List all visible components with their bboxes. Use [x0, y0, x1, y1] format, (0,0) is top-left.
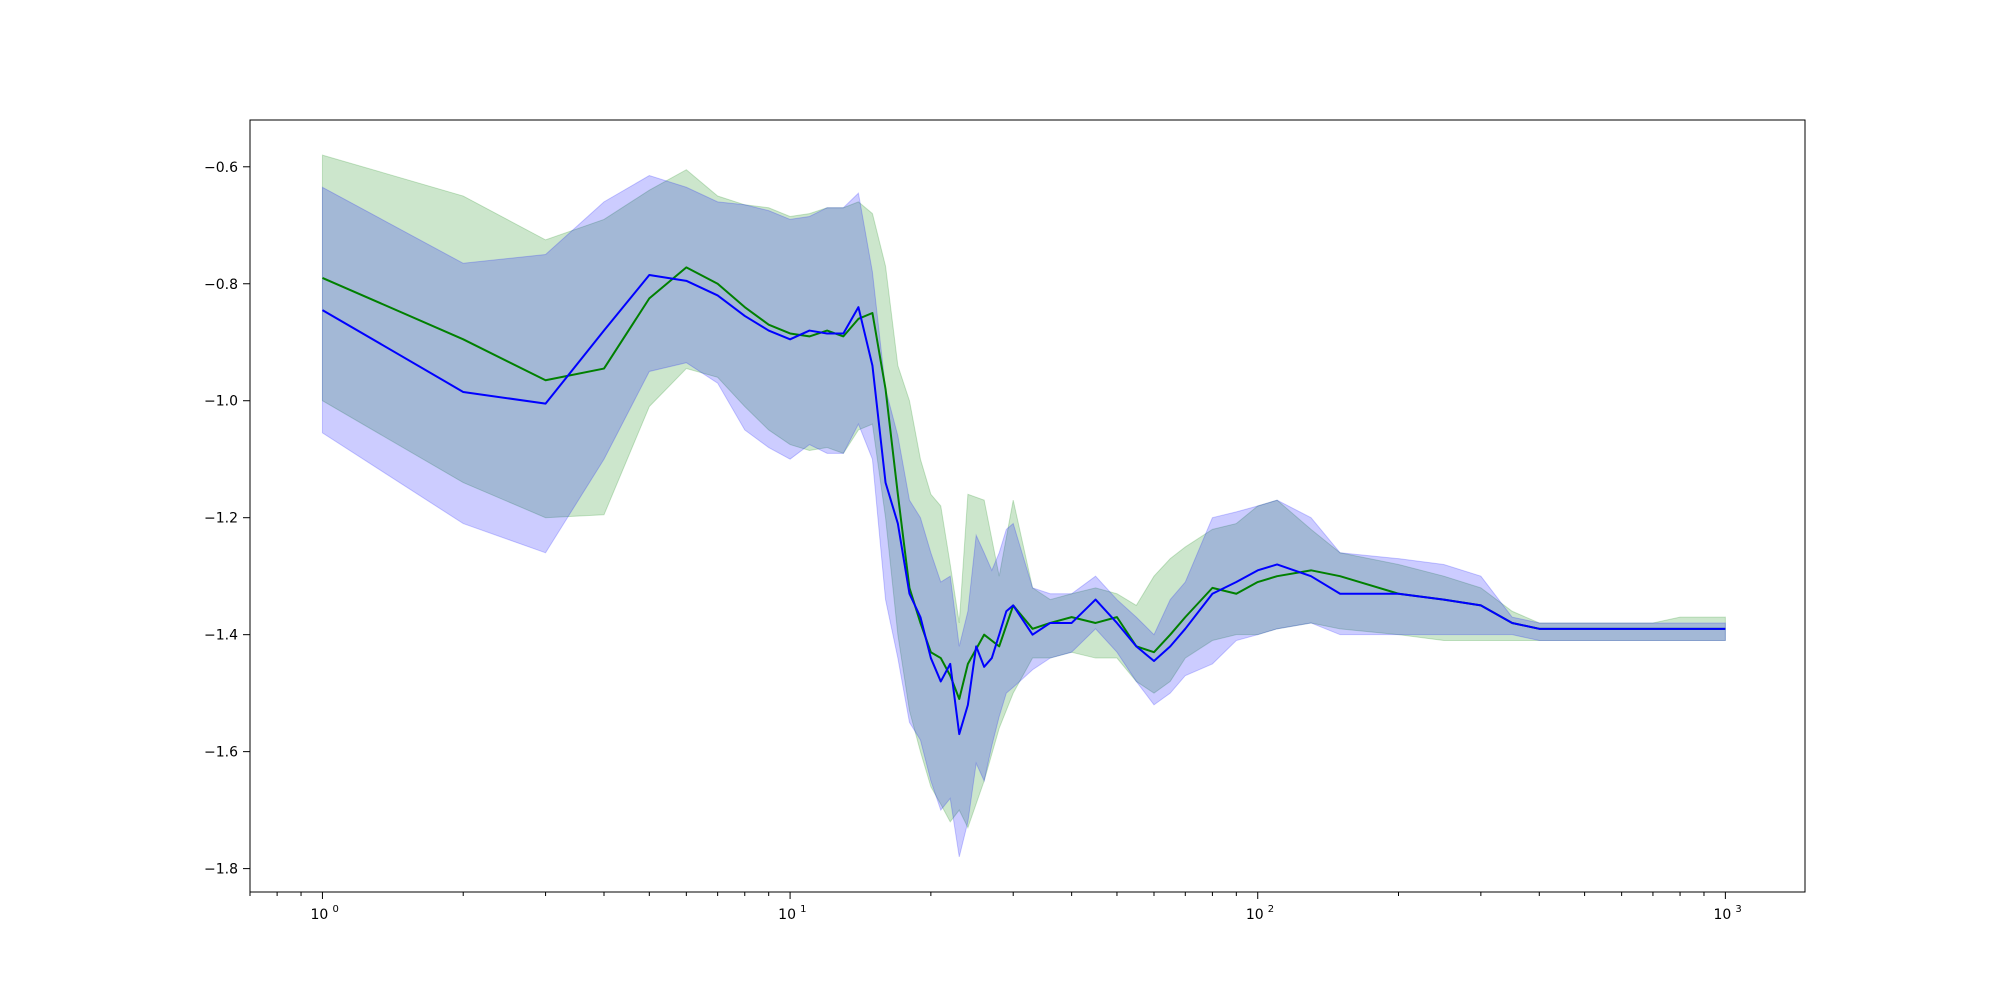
series-lines — [321, 266, 1726, 736]
x-tick-label: 10 — [1713, 907, 1731, 923]
x-tick-exponent: 0 — [332, 904, 338, 915]
x-tick-exponent: 1 — [800, 904, 806, 915]
x-tick-label: 10 — [778, 907, 796, 923]
y-tick-label: −0.6 — [204, 160, 238, 176]
plot-frame — [249, 119, 1806, 893]
y-axis: −0.6 −0.8 −1.0 −1.2 −1.4 −1.6 −1.8 — [204, 160, 250, 878]
x-tick-label: 10 — [311, 907, 329, 923]
y-tick-label: −1.0 — [204, 394, 238, 410]
x-tick-exponent: 2 — [1268, 904, 1274, 915]
x-tick-exponent: 3 — [1735, 904, 1741, 915]
band-series-1 — [321, 154, 1726, 829]
y-tick-label: −1.2 — [204, 511, 238, 527]
confidence-bands — [321, 154, 1726, 858]
x-axis: 10 0 10 1 10 2 10 3 — [249, 892, 1742, 923]
y-tick-label: −0.8 — [204, 277, 238, 293]
y-tick-label: −1.8 — [204, 862, 238, 878]
line-series-2 — [321, 273, 1726, 736]
y-tick-label: −1.6 — [204, 745, 238, 761]
band-series-2 — [321, 175, 1726, 858]
x-tick-label: 10 — [1246, 907, 1264, 923]
y-tick-label: −1.4 — [204, 628, 238, 644]
